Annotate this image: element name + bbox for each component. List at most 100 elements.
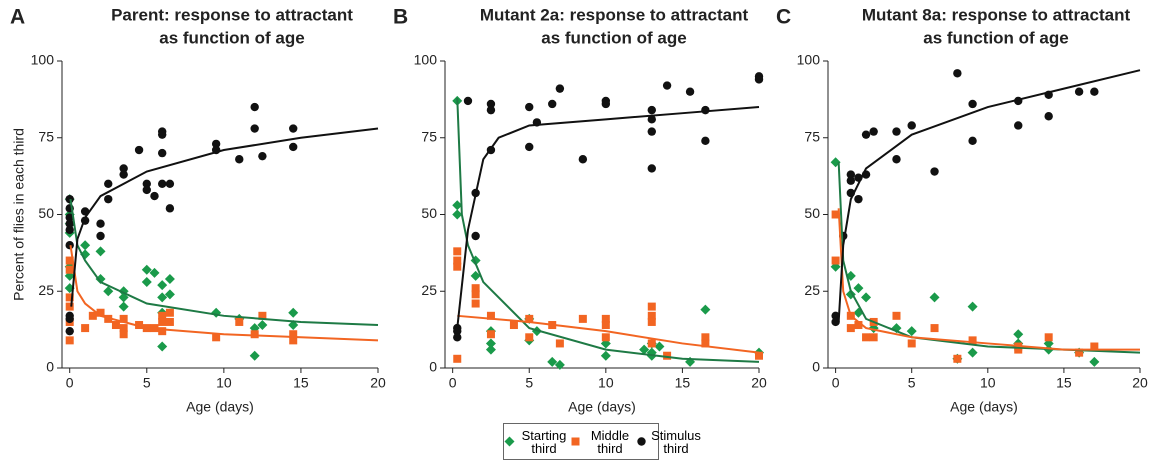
circle-point — [471, 231, 480, 241]
x-tick-label: 10 — [598, 375, 614, 391]
square-point — [755, 351, 763, 360]
circle-point — [453, 333, 462, 342]
circle-point — [157, 148, 167, 158]
y-tick-label: 50 — [421, 205, 437, 221]
circle-point — [250, 124, 259, 133]
diamond-point — [118, 301, 129, 312]
diamond-point — [164, 273, 175, 284]
square-point — [65, 265, 74, 274]
circle-point — [486, 99, 496, 109]
diamond-point — [654, 341, 665, 352]
square-point — [647, 302, 656, 311]
legend-label: Middle third — [590, 427, 630, 456]
legend: Starting third Middle third Stimulus third — [503, 423, 701, 460]
square-point — [578, 314, 587, 323]
x-axis-label: Age (days) — [568, 399, 636, 415]
diamond-point — [967, 347, 978, 358]
diamond-point — [257, 320, 268, 331]
square-point — [601, 333, 610, 342]
square-point — [846, 324, 855, 333]
square-point — [119, 314, 128, 323]
circle-point — [701, 136, 710, 146]
panel-label: B — [393, 6, 408, 29]
square-point — [854, 321, 863, 330]
square-point — [88, 311, 97, 320]
circle-point — [846, 176, 856, 185]
circle-point — [165, 179, 175, 188]
circle-point — [289, 124, 298, 133]
square-point — [158, 327, 167, 336]
circle-point — [907, 121, 916, 130]
square-point — [165, 308, 174, 317]
circle-point — [104, 194, 113, 204]
legend-swatch — [637, 437, 646, 446]
square-point — [250, 330, 259, 339]
square-point — [953, 354, 962, 363]
x-tick-label: 20 — [751, 375, 767, 391]
chart-title: as function of age — [159, 28, 304, 47]
x-tick-label: 15 — [293, 375, 309, 391]
y-tick-label: 50 — [38, 205, 54, 221]
square-point — [96, 308, 105, 317]
circle-point — [65, 241, 74, 250]
diamond-point — [967, 301, 978, 312]
y-tick-label: 100 — [31, 52, 55, 68]
square-point — [869, 333, 878, 342]
diamond-point — [157, 280, 168, 291]
square-point — [930, 324, 939, 333]
y-axis-label: Percent of flies in each third — [11, 128, 27, 301]
y-tick-label: 0 — [812, 359, 820, 375]
fit-curve — [837, 162, 1141, 354]
diamond-point — [452, 200, 463, 211]
square-point — [701, 339, 710, 348]
circle-point — [892, 155, 901, 164]
square-point — [65, 302, 74, 311]
diamond-point — [861, 292, 872, 303]
circle-point — [258, 151, 267, 161]
legend-marker — [504, 436, 515, 447]
circle-point — [250, 102, 259, 112]
square-point — [647, 317, 656, 326]
y-tick-label: 25 — [38, 282, 54, 298]
square-point — [65, 336, 74, 345]
square-point — [647, 311, 656, 320]
fit-curve — [456, 106, 760, 329]
circle-point — [157, 130, 167, 139]
circle-point — [647, 164, 656, 173]
circle-point — [754, 75, 764, 84]
diamond-point — [485, 338, 496, 349]
square-point — [453, 354, 462, 363]
circle-point — [854, 194, 863, 204]
y-tick-label: 100 — [797, 52, 821, 68]
legend-item: Stimulus third — [636, 429, 702, 455]
circle-point — [65, 194, 74, 204]
circle-point — [555, 84, 565, 93]
legend-marker — [637, 437, 646, 446]
square-point — [289, 336, 298, 345]
y-tick-label: 25 — [804, 282, 820, 298]
diamond-point — [700, 304, 711, 315]
square-point — [525, 314, 534, 323]
x-tick-label: 0 — [832, 375, 840, 391]
circle-point — [647, 105, 656, 115]
x-tick-label: 20 — [370, 375, 386, 391]
diamond-point — [103, 286, 114, 297]
square-point — [212, 333, 221, 342]
square-point — [453, 247, 462, 256]
circle-point — [65, 326, 74, 336]
circle-point — [65, 213, 74, 222]
circle-point — [119, 170, 128, 179]
panel-label: C — [776, 6, 791, 29]
square-point — [601, 314, 610, 323]
x-axis-label: Age (days) — [186, 399, 254, 415]
diamond-point — [95, 273, 106, 284]
diamond-point — [600, 350, 611, 361]
circle-point — [525, 102, 534, 112]
square-point — [1075, 348, 1084, 357]
square-point — [1090, 342, 1099, 351]
square-point — [509, 321, 518, 330]
circle-point — [119, 164, 128, 173]
chart-title: Mutant 8a: response to attractant — [862, 5, 1131, 24]
square-point — [119, 324, 128, 333]
